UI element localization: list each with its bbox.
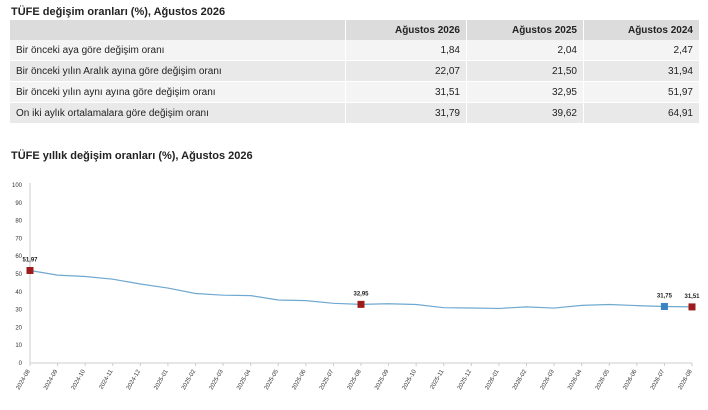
table-cell: 64,91 xyxy=(583,102,699,124)
row-label: Bir önceki yılın aynı ayına göre değişim… xyxy=(10,81,346,103)
table-title: TÜFE değişim oranları (%), Ağustos 2026 xyxy=(11,6,226,18)
table-cell: 32,95 xyxy=(466,81,584,103)
data-label: 32,95 xyxy=(353,291,369,297)
x-tick-label: 2025-08 xyxy=(347,368,364,391)
table-cell: 31,51 xyxy=(345,81,467,103)
table-cell: 31,94 xyxy=(583,60,699,82)
table-header-row: Ağustos 2026 Ağustos 2025 Ağustos 2024 xyxy=(10,20,699,40)
table-row: Bir önceki yılın aynı ayına göre değişim… xyxy=(10,81,699,103)
table-cell: 2,47 xyxy=(583,40,699,61)
row-label: Bir önceki aya göre değişim oranı xyxy=(10,40,346,61)
x-tick-label: 2025-05 xyxy=(264,368,281,391)
x-tick-label: 2026-04 xyxy=(567,368,584,391)
y-tick-label: 40 xyxy=(15,290,22,296)
x-tick-label: 2025-11 xyxy=(429,368,445,390)
x-tick-label: 2025-03 xyxy=(209,368,226,391)
table-cell: 22,07 xyxy=(345,60,467,82)
table-cell: 39,62 xyxy=(466,102,584,124)
x-tick-label: 2026-01 xyxy=(484,368,501,391)
data-label: 51,97 xyxy=(22,257,38,263)
x-tick-label: 2026-07 xyxy=(650,368,667,391)
y-tick-label: 90 xyxy=(15,201,22,207)
table-row: Bir önceki yılın Aralık ayına göre değiş… xyxy=(10,60,699,82)
y-tick-label: 70 xyxy=(15,236,22,242)
x-tick-label: 2026-05 xyxy=(595,368,612,391)
x-tick-label: 2025-07 xyxy=(319,368,336,391)
table-cell: 1,84 xyxy=(345,40,467,61)
column-header: Ağustos 2024 xyxy=(583,20,699,40)
data-label: 31,75 xyxy=(657,293,673,299)
x-tick-label: 2024-09 xyxy=(43,368,60,391)
x-tick-label: 2025-04 xyxy=(236,368,253,391)
data-label: 31,51 xyxy=(684,294,700,300)
y-tick-label: 0 xyxy=(19,361,23,367)
y-tick-label: 80 xyxy=(15,219,22,225)
data-point-marker xyxy=(660,302,668,310)
x-tick-label: 2025-12 xyxy=(457,368,474,391)
x-tick-label: 2024-10 xyxy=(71,368,88,391)
table-cell: 2,04 xyxy=(466,40,584,61)
y-tick-label: 60 xyxy=(15,254,22,260)
x-tick-label: 2025-01 xyxy=(153,368,170,391)
y-tick-label: 20 xyxy=(15,325,22,331)
x-tick-label: 2026-02 xyxy=(512,368,529,391)
x-tick-label: 2024-11 xyxy=(98,368,114,390)
line-chart: 0 10 20 30 40 50 60 70 80 90 100 2024-08 2024-09 2024… xyxy=(12,183,700,391)
x-tick-label: 2025-10 xyxy=(402,368,419,391)
chart-title: TÜFE yıllık değişim oranları (%), Ağusto… xyxy=(11,150,253,162)
x-tick-label: 2026-06 xyxy=(622,368,639,391)
x-tick-label: 2025-02 xyxy=(181,368,198,391)
x-tick-label: 2025-09 xyxy=(374,368,391,391)
row-label: On iki aylık ortalamalara göre değişim o… xyxy=(10,102,346,124)
column-header: Ağustos 2026 xyxy=(345,20,467,40)
table-row: Bir önceki aya göre değişim oranı 1,84 2… xyxy=(10,40,699,61)
data-point-marker xyxy=(688,303,696,311)
inflation-table: Ağustos 2026 Ağustos 2025 Ağustos 2024 B… xyxy=(10,20,699,124)
x-tick-label: 2026-03 xyxy=(540,368,557,391)
data-point-marker xyxy=(26,266,34,274)
x-tick-label: 2024-12 xyxy=(126,368,143,391)
table-row: On iki aylık ortalamalara göre değişim o… xyxy=(10,102,699,124)
header-blank xyxy=(10,20,346,40)
data-point-marker xyxy=(357,300,365,308)
x-tick-label: 2025-06 xyxy=(291,368,308,391)
y-tick-label: 50 xyxy=(15,272,22,278)
row-label: Bir önceki yılın Aralık ayına göre değiş… xyxy=(10,60,346,82)
column-header: Ağustos 2025 xyxy=(466,20,584,40)
table-cell: 31,79 xyxy=(345,102,467,124)
table-cell: 21,50 xyxy=(466,60,584,82)
x-tick-label: 2026-08 xyxy=(678,368,695,391)
y-tick-label: 10 xyxy=(15,343,22,349)
y-tick-label: 30 xyxy=(15,308,22,314)
x-tick-label: 2024-08 xyxy=(16,368,33,391)
table-cell: 51,97 xyxy=(583,81,699,103)
y-tick-label: 100 xyxy=(12,183,23,189)
